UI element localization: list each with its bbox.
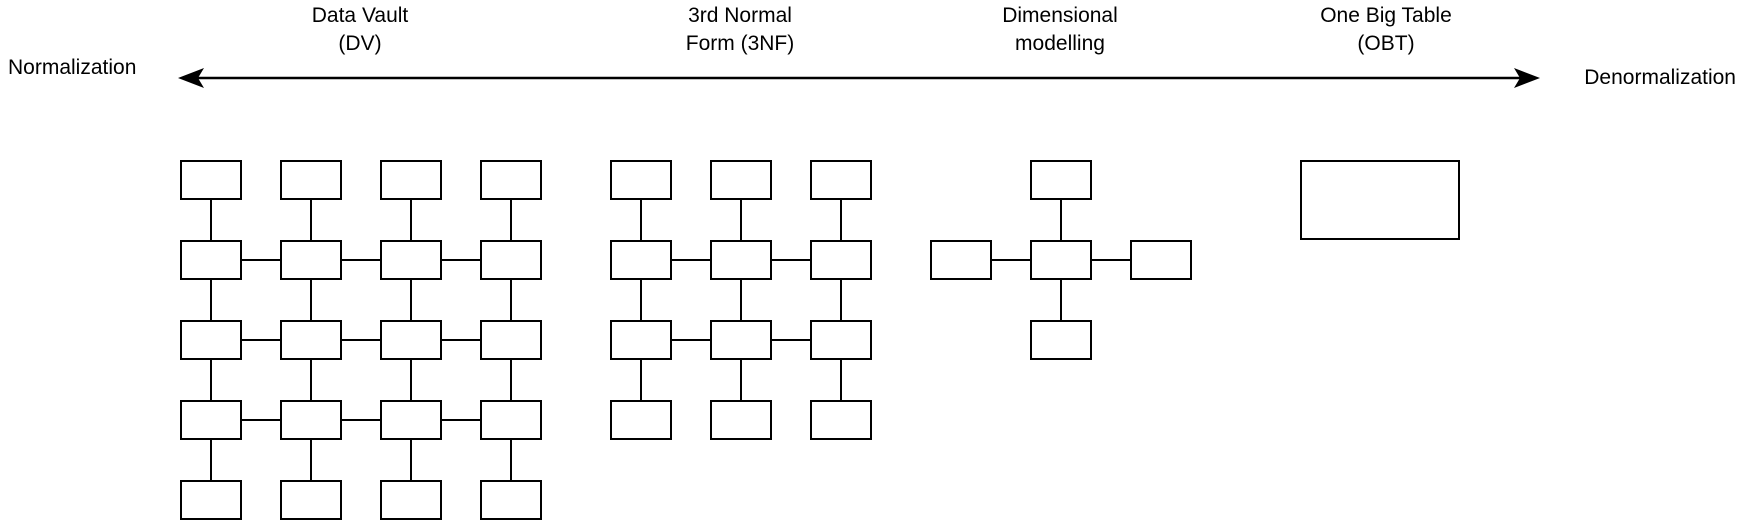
data-vault-table-box [480, 480, 542, 520]
dimensional-modelling-table-box [1030, 240, 1092, 280]
data-vault-table-box [280, 160, 342, 200]
data-vault-table-box [180, 160, 242, 200]
data-vault-table-box [280, 480, 342, 520]
data-vault-table-box [380, 400, 442, 440]
data-vault-table-box [380, 320, 442, 360]
third-normal-form-table-box [710, 400, 772, 440]
data-vault-table-box [280, 400, 342, 440]
third-normal-form-table-box [810, 320, 872, 360]
third-normal-form-table-box [810, 160, 872, 200]
data-vault-table-box [380, 240, 442, 280]
third-normal-form-table-box [810, 400, 872, 440]
data-vault-table-box [480, 400, 542, 440]
third-normal-form-table-box [610, 160, 672, 200]
denormalization-label: Denormalization [1584, 66, 1736, 89]
third-normal-form-table-box [710, 160, 772, 200]
dimensional-modelling-table-box [1130, 240, 1192, 280]
third-normal-form-table-box [710, 240, 772, 280]
data-vault-table-box [480, 240, 542, 280]
data-vault-table-box [480, 320, 542, 360]
label-dimensional-modelling-line1: Dimensional [1002, 4, 1118, 27]
third-normal-form-table-box [710, 320, 772, 360]
label-third-normal-form: 3rd Normal Form (3NF) [686, 2, 795, 58]
data-vault-table-box [480, 160, 542, 200]
data-vault-table-box [280, 240, 342, 280]
data-vault-table-box [380, 160, 442, 200]
label-one-big-table-line1: One Big Table [1320, 4, 1452, 27]
arrowhead-left-icon [178, 68, 204, 88]
label-data-vault-line1: Data Vault [311, 4, 409, 27]
data-vault-table-box [180, 320, 242, 360]
normalization-label: Normalization [8, 56, 137, 79]
data-vault-table-box [180, 400, 242, 440]
data-vault-table-box [180, 240, 242, 280]
label-one-big-table: One Big Table (OBT) [1320, 2, 1452, 58]
label-data-vault: Data Vault (DV) [312, 2, 409, 58]
one-big-table-table-box [1300, 160, 1460, 240]
data-vault-table-box [280, 320, 342, 360]
third-normal-form-table-box [810, 240, 872, 280]
third-normal-form-table-box [610, 400, 672, 440]
arrowhead-right-icon [1514, 68, 1540, 88]
third-normal-form-table-box [610, 320, 672, 360]
label-dimensional-modelling: Dimensional modelling [1002, 2, 1118, 58]
axis-arrow [178, 68, 1540, 88]
dimensional-modelling-table-box [1030, 320, 1092, 360]
label-third-normal-form-line2: Form (3NF) [685, 32, 795, 55]
data-vault-table-box [180, 480, 242, 520]
label-data-vault-line2: (DV) [338, 32, 382, 55]
label-one-big-table-line2: (OBT) [1357, 32, 1415, 55]
label-third-normal-form-line1: 3rd Normal [688, 4, 792, 27]
label-dimensional-modelling-line2: modelling [1015, 32, 1105, 55]
dimensional-modelling-table-box [930, 240, 992, 280]
third-normal-form-table-box [610, 240, 672, 280]
data-vault-table-box [380, 480, 442, 520]
dimensional-modelling-table-box [1030, 160, 1092, 200]
